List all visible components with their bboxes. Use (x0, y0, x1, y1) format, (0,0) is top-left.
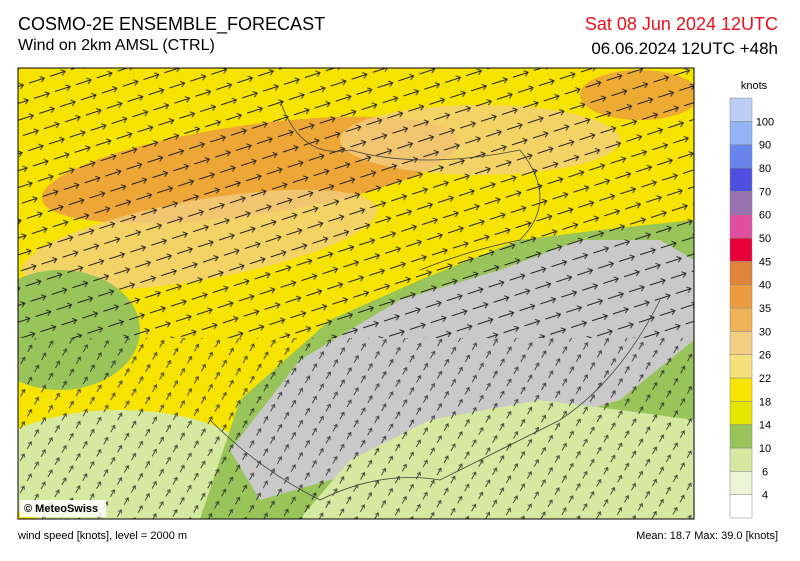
colorbar-box (729, 354, 753, 379)
colorbar-label: 26 (759, 350, 771, 362)
colorbar-label: 90 (759, 140, 771, 152)
colorbar-box (729, 424, 753, 449)
colorbar-label: 80 (759, 163, 771, 175)
run-time: 06.06.2024 12UTC +48h (591, 39, 778, 58)
colorbar-label: 70 (759, 186, 771, 198)
colorbar-box (729, 331, 753, 355)
colorbar-box (729, 97, 753, 122)
map-field (18, 68, 694, 519)
colorbar-box (729, 307, 753, 332)
colorbar-label: 18 (759, 396, 771, 408)
footer-right: Mean: 18.7 Max: 39.0 [knots] (636, 530, 778, 542)
colorbar-label: 30 (759, 326, 771, 338)
credit: © MeteoSwiss (24, 503, 98, 515)
colorbar-box (729, 471, 753, 495)
colorbar-box (729, 494, 753, 519)
title: COSMO-2E ENSEMBLE_FORECAST (18, 14, 326, 34)
colorbar-label: 10 (759, 443, 771, 455)
colorbar-box (729, 214, 753, 239)
colorbar: 4 6 10 14 18 22 26 30 35 40 45 50 60 70 80 90 100 (729, 97, 774, 519)
colorbar-box (729, 191, 753, 215)
map-frame (17, 67, 695, 520)
colorbar-box (729, 167, 753, 192)
footer-left: wind speed [knots], level = 2000 m (18, 530, 188, 542)
colorbar-label: 45 (759, 256, 771, 268)
colorbar-label: 60 (759, 210, 771, 222)
colorbar-box (729, 377, 753, 402)
colorbar-label: 22 (759, 373, 771, 385)
colorbar-box (729, 144, 753, 169)
colorbar-label: 40 (759, 280, 771, 292)
colorbar-box (729, 261, 753, 285)
colorbar-label: 14 (759, 420, 771, 432)
colorbar-label: 50 (759, 233, 771, 245)
legend-unit: knots (741, 80, 768, 92)
colorbar-label: 100 (756, 116, 774, 128)
colorbar-box (729, 401, 753, 425)
valid-time: Sat 08 Jun 2024 12UTC (584, 14, 778, 34)
colorbar-box (729, 121, 753, 145)
colorbar-label: 6 (762, 466, 768, 478)
colorbar-box (729, 237, 753, 262)
colorbar-box (729, 284, 753, 309)
colorbar-label: 35 (759, 303, 771, 315)
subtitle: Wind on 2km AMSL (CTRL) (18, 37, 215, 54)
credit-box (20, 500, 106, 517)
colorbar-label: 4 (762, 490, 768, 502)
colorbar-box (729, 447, 753, 472)
